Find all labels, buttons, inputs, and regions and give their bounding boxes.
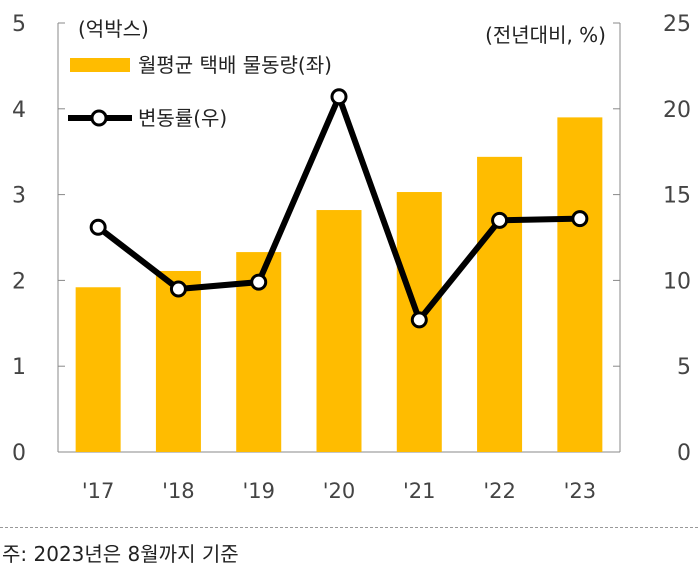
bar bbox=[477, 156, 523, 452]
right-tick-label: 5 bbox=[677, 355, 691, 380]
line-point bbox=[89, 218, 107, 236]
footnote: 주: 2023년은 8월까지 기준 bbox=[2, 542, 239, 566]
legend-bar-label: 월평균 택배 물동량(좌) bbox=[138, 53, 332, 77]
left-axis-unit-label: (억박스) bbox=[78, 17, 149, 41]
left-tick-label: 5 bbox=[12, 12, 26, 37]
legend-line-marker bbox=[90, 109, 108, 127]
left-tick-label: 1 bbox=[12, 355, 26, 380]
x-tick-label: '22 bbox=[483, 479, 516, 503]
right-tick-label: 10 bbox=[663, 269, 691, 294]
bar-series bbox=[75, 117, 603, 452]
left-axis-ticks: 0 1 2 3 4 5 bbox=[12, 12, 26, 466]
bar bbox=[316, 210, 362, 452]
left-tick-label: 3 bbox=[12, 184, 26, 209]
right-tick-label: 20 bbox=[663, 98, 691, 123]
right-axis-ticks: 0 5 10 15 20 25 bbox=[663, 12, 691, 466]
left-tick-label: 0 bbox=[12, 441, 26, 466]
right-axis-unit-label: (전년대비, %) bbox=[485, 23, 606, 47]
x-tick-label: '21 bbox=[403, 479, 436, 503]
x-axis-ticks: '17 '18 '19 '20 '21 '22 '23 bbox=[82, 479, 596, 503]
legend-line-label: 변동률(우) bbox=[138, 106, 227, 130]
line-point bbox=[571, 210, 589, 228]
x-tick-label: '19 bbox=[242, 479, 275, 503]
line-point bbox=[491, 211, 509, 229]
legend: 월평균 택배 물동량(좌) 변동률(우) bbox=[68, 53, 332, 130]
footnote-divider bbox=[0, 527, 698, 528]
right-tick-label: 0 bbox=[677, 441, 691, 466]
x-tick-label: '18 bbox=[162, 479, 195, 503]
x-tick-label: '20 bbox=[323, 479, 356, 503]
line-point bbox=[330, 88, 348, 106]
line-point bbox=[410, 311, 428, 329]
left-tick-label: 2 bbox=[12, 269, 26, 294]
line-series bbox=[89, 88, 589, 329]
right-tick-label: 15 bbox=[663, 184, 691, 209]
x-tick-label: '17 bbox=[82, 479, 115, 503]
bar bbox=[75, 287, 121, 452]
line-point bbox=[250, 273, 268, 291]
line-point bbox=[169, 280, 187, 298]
right-tick-label: 25 bbox=[663, 12, 691, 37]
bar bbox=[155, 270, 201, 452]
bar bbox=[557, 117, 603, 452]
left-tick-label: 4 bbox=[12, 98, 26, 123]
x-tick-label: '23 bbox=[564, 479, 597, 503]
legend-bar-swatch bbox=[70, 58, 130, 72]
